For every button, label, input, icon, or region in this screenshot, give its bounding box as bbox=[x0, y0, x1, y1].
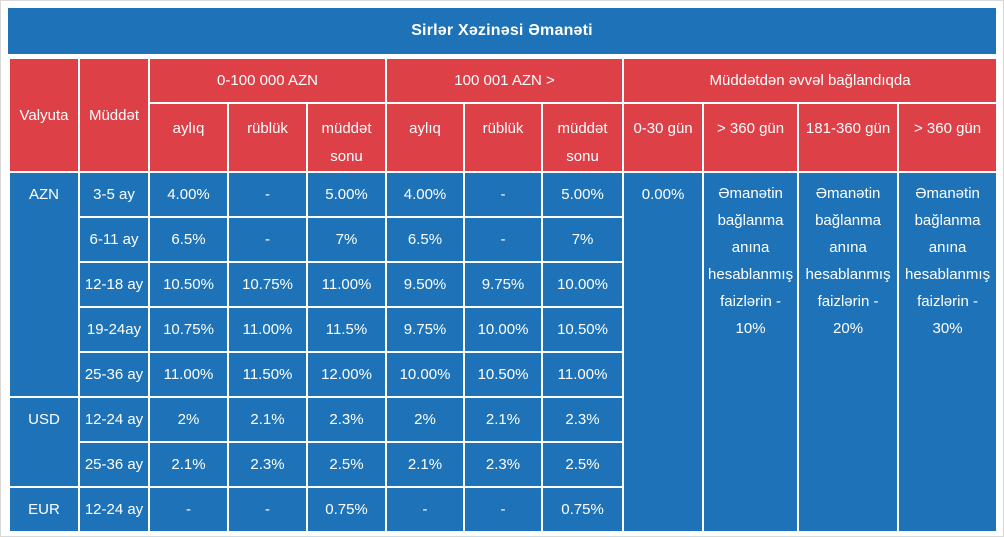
rate-cell: 11.00% bbox=[227, 306, 308, 353]
rate-cell: - bbox=[227, 486, 308, 533]
rate-cell: - bbox=[463, 486, 544, 533]
subheader-g2-ayliq: aylıq bbox=[385, 102, 466, 173]
table-row-azn-12-18: 12-18 ay 10.50% 10.75% 11.00% 9.50% 9.75… bbox=[9, 261, 997, 308]
rate-cell: 2.5% bbox=[305, 441, 388, 488]
header-muddet: Müddət bbox=[78, 57, 150, 173]
term-cell: 19-24ay bbox=[78, 306, 150, 353]
term-cell: 12-24 ay bbox=[78, 396, 150, 443]
rate-cell: 2% bbox=[148, 396, 229, 443]
rate-cell: 11.50% bbox=[227, 351, 308, 398]
subheader-ec-181-360-gun: 181-360 gün bbox=[797, 102, 900, 173]
term-cell: 3-5 ay bbox=[78, 171, 150, 218]
rate-cell: - bbox=[148, 486, 229, 533]
subheader-ec-360-gun-a: > 360 gün bbox=[702, 102, 800, 173]
header-group-row: Valyuta Müddət 0-100 000 AZN 100 001 AZN… bbox=[8, 57, 999, 173]
rate-cell: - bbox=[227, 171, 308, 218]
early-closure-note-20: Əmanətin bağlanma anına hesablanmış faiz… bbox=[797, 171, 900, 533]
rate-cell: 2.1% bbox=[385, 441, 466, 488]
rate-cell: 2.3% bbox=[463, 441, 544, 488]
currency-cell-azn: AZN bbox=[8, 171, 80, 398]
rate-cell: 2.3% bbox=[227, 441, 308, 488]
early-closure-0-30-rate: 0.00% bbox=[622, 171, 705, 533]
rate-cell: 5.00% bbox=[541, 171, 625, 218]
rate-cell: 9.50% bbox=[385, 261, 466, 308]
rate-cell: 6.5% bbox=[385, 216, 466, 263]
rate-cell: 10.00% bbox=[385, 351, 466, 398]
rate-cell: 6.5% bbox=[148, 216, 229, 263]
subheader-g1-ayliq: aylıq bbox=[148, 102, 229, 173]
rate-cell: 4.00% bbox=[385, 171, 466, 218]
rate-cell: 11.00% bbox=[148, 351, 229, 398]
currency-cell-eur: EUR bbox=[8, 486, 80, 533]
rate-cell: 2.1% bbox=[148, 441, 229, 488]
rate-cell: 2.1% bbox=[463, 396, 544, 443]
rate-cell: 4.00% bbox=[148, 171, 229, 218]
early-closure-note-30: Əmanətin bağlanma anına hesablanmış faiz… bbox=[897, 171, 999, 533]
rate-cell: 9.75% bbox=[463, 261, 544, 308]
term-cell: 25-36 ay bbox=[78, 351, 150, 398]
header-sub-row: aylıq rüblük müddət sonu aylıq rüblük mü… bbox=[9, 102, 999, 173]
term-cell: 25-36 ay bbox=[78, 441, 150, 488]
subheader-g2-rubluk: rüblük bbox=[463, 102, 544, 173]
table-row-usd-12-24: USD 12-24 ay 2% 2.1% 2.3% 2% 2.1% 2.3% bbox=[8, 396, 997, 488]
subheader-g2-muddet-sonu: müddət sonu bbox=[541, 102, 625, 173]
subheader-g1-rubluk: rüblük bbox=[227, 102, 308, 173]
rate-cell: 9.75% bbox=[385, 306, 466, 353]
table-row-azn-25-36: 25-36 ay 11.00% 11.50% 12.00% 10.00% 10.… bbox=[9, 351, 997, 398]
term-cell: 6-11 ay bbox=[78, 216, 150, 263]
early-closure-note-10: Əmanətin bağlanma anına hesablanmış faiz… bbox=[702, 171, 800, 533]
rate-cell: 10.50% bbox=[541, 306, 625, 353]
subheader-g1-muddet-sonu: müddət sonu bbox=[305, 102, 388, 173]
rate-cell: 11.00% bbox=[305, 261, 388, 308]
rate-cell: 7% bbox=[541, 216, 625, 263]
table-row-usd-25-36: 25-36 ay 2.1% 2.3% 2.5% 2.1% 2.3% 2.5% bbox=[9, 441, 997, 488]
rate-cell: 2% bbox=[385, 396, 466, 443]
rate-cell: - bbox=[463, 171, 544, 218]
rate-cell: 2.3% bbox=[305, 396, 388, 443]
rate-cell: 10.50% bbox=[148, 261, 229, 308]
table-row-azn-3-5: AZN 3-5 ay 4.00% - 5.00% 4.00% - 5.00% 0… bbox=[8, 171, 999, 533]
rate-cell: - bbox=[227, 216, 308, 263]
rate-cell: 10.00% bbox=[463, 306, 544, 353]
rate-cell: 10.00% bbox=[541, 261, 625, 308]
deposit-rates-table: Valyuta Müddət 0-100 000 AZN 100 001 AZN… bbox=[8, 57, 999, 533]
rate-cell: 10.50% bbox=[463, 351, 544, 398]
rate-cell: 2.5% bbox=[541, 441, 625, 488]
term-cell: 12-18 ay bbox=[78, 261, 150, 308]
header-group-early-closure: Müddətdən əvvəl bağlandıqda bbox=[622, 57, 999, 104]
table-row-azn-6-11: 6-11 ay 6.5% - 7% 6.5% - 7% bbox=[9, 216, 997, 263]
rate-cell: 12.00% bbox=[305, 351, 388, 398]
rate-cell: - bbox=[385, 486, 466, 533]
header-valyuta: Valyuta bbox=[8, 57, 80, 173]
term-cell: 12-24 ay bbox=[78, 486, 150, 533]
table-row-azn-19-24: 19-24ay 10.75% 11.00% 11.5% 9.75% 10.00%… bbox=[9, 306, 997, 353]
header-group-0-100000-azn: 0-100 000 AZN bbox=[147, 57, 388, 104]
rate-cell: - bbox=[463, 216, 544, 263]
rate-cell: 10.75% bbox=[148, 306, 229, 353]
table-row-eur-12-24: EUR 12-24 ay - - 0.75% - - 0.75% bbox=[8, 486, 997, 533]
rate-cell: 5.00% bbox=[305, 171, 388, 218]
header-group-100001-azn: 100 001 AZN > bbox=[385, 57, 625, 104]
rate-cell: 11.5% bbox=[305, 306, 388, 353]
table-title: Sirlər Xəzinəsi Əmanəti bbox=[8, 8, 996, 54]
rate-cell: 0.75% bbox=[541, 486, 625, 533]
rate-cell: 2.3% bbox=[541, 396, 625, 443]
subheader-ec-360-gun-b: > 360 gün bbox=[897, 102, 999, 173]
subheader-ec-0-30-gun: 0-30 gün bbox=[622, 102, 705, 173]
rate-cell: 10.75% bbox=[227, 261, 308, 308]
rate-cell: 11.00% bbox=[541, 351, 625, 398]
rate-cell: 2.1% bbox=[227, 396, 308, 443]
currency-cell-usd: USD bbox=[8, 396, 80, 488]
rate-cell: 0.75% bbox=[305, 486, 388, 533]
rate-cell: 7% bbox=[305, 216, 388, 263]
